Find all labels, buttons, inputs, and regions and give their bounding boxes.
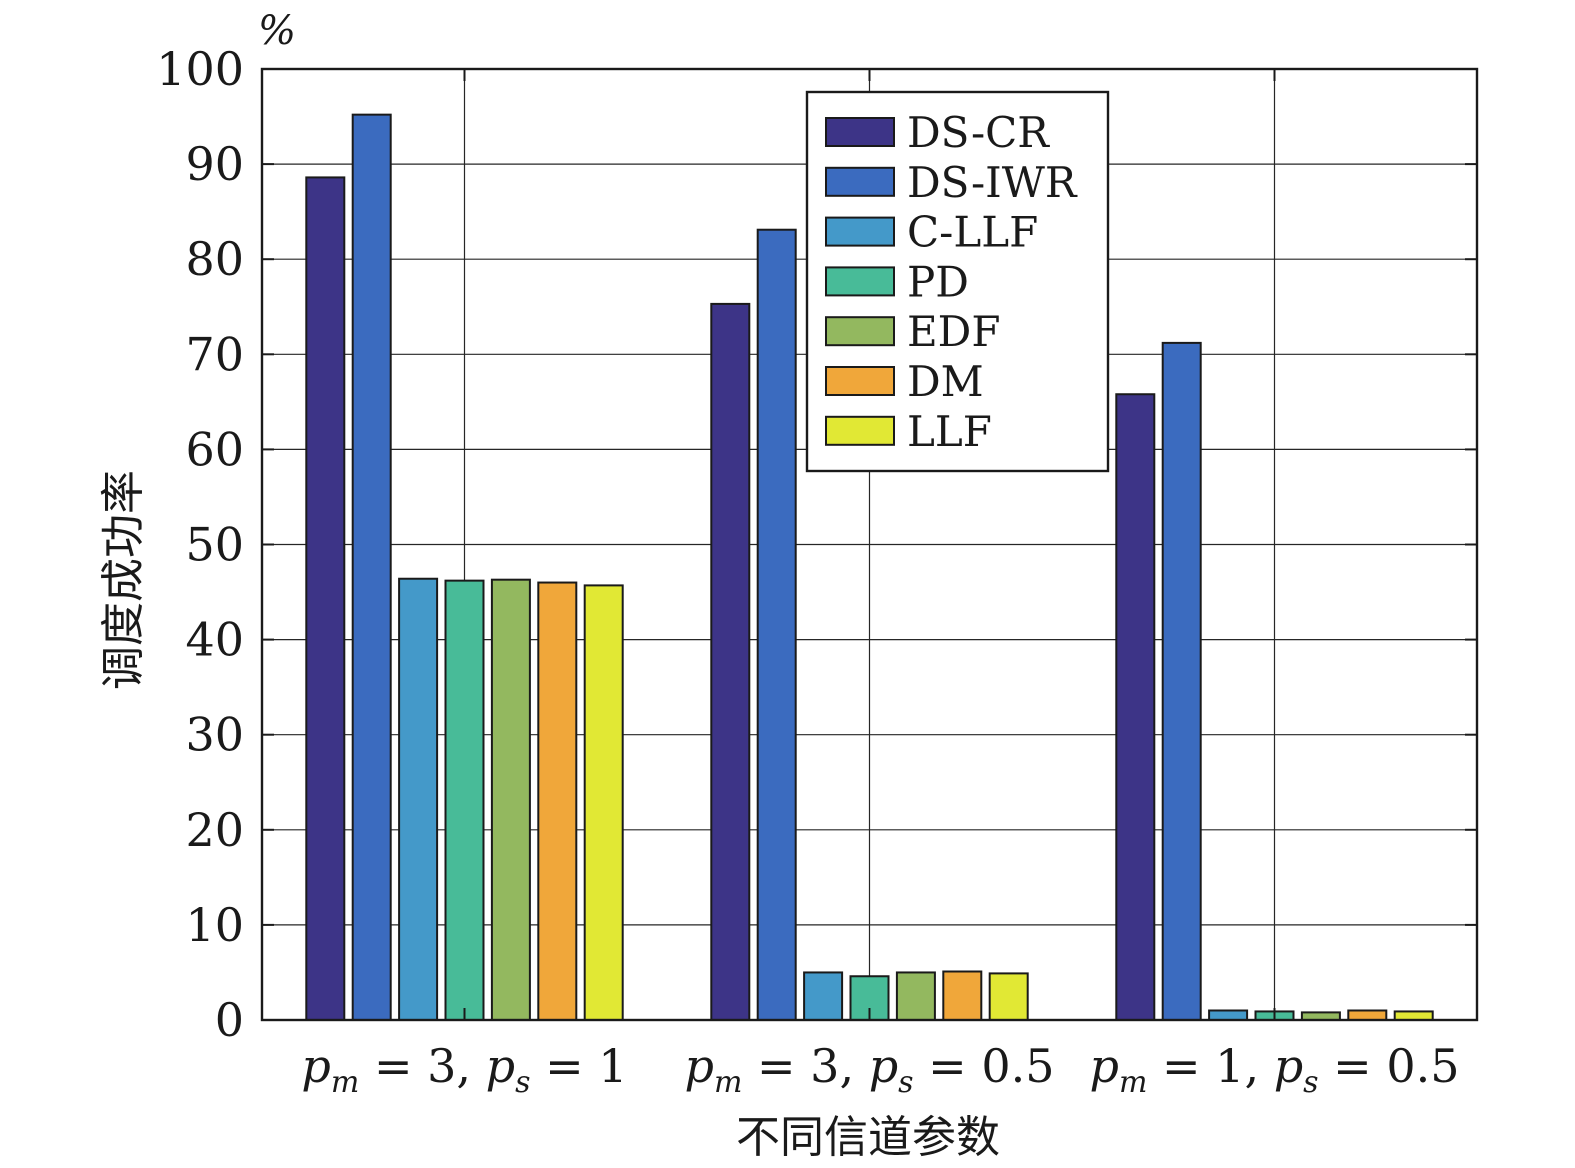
bar-dm (942, 970, 983, 1022)
bar-ds-iwr (351, 113, 392, 1021)
x-tick-label: pm = 3, ps = 0.5 (684, 1039, 1054, 1100)
y-tick-label: 100 (156, 42, 244, 96)
legend-swatch (825, 415, 895, 446)
bar-ds-cr (1115, 393, 1156, 1021)
legend-label: DM (907, 357, 984, 406)
bar-c-llf (1208, 1009, 1249, 1021)
y-tick-label: 70 (185, 327, 244, 381)
legend-label: PD (907, 257, 969, 306)
y-tick-label: 90 (185, 137, 244, 191)
legend-label: DS-CR (907, 108, 1050, 157)
legend-swatch (825, 166, 895, 197)
bar-llf (1393, 1010, 1434, 1021)
x-tick-label: pm = 1, ps = 0.5 (1089, 1039, 1459, 1100)
legend-label: EDF (907, 307, 1000, 356)
legend-swatch (825, 316, 895, 347)
bar-dm (537, 581, 578, 1021)
tick-labels: 0 10 20 30 40 50 60 70 80 90 100 pm = 3, ps = 1 pm =… (156, 42, 1459, 1100)
y-tick-label: 30 (185, 708, 244, 762)
bar-llf (988, 972, 1029, 1021)
y-tick-label: 50 (185, 518, 244, 572)
y-tick-label: 0 (215, 993, 244, 1047)
bar-c-llf (398, 577, 439, 1022)
bar-pd (444, 579, 485, 1021)
bar-ds-iwr (1161, 341, 1202, 1021)
y-tick-label: 40 (185, 613, 244, 667)
legend-label: C-LLF (907, 208, 1038, 257)
bar-llf (583, 584, 624, 1021)
bar-edf (490, 578, 531, 1021)
x-tick-label: pm = 3, ps = 1 (301, 1039, 627, 1100)
bars (305, 113, 1434, 1022)
axes (260, 67, 1479, 1022)
y-tick-label: 60 (185, 422, 244, 476)
legend-swatch (825, 117, 895, 147)
y-tick-label: 10 (185, 898, 244, 952)
y-axis-title: 调度成功率 (98, 470, 149, 690)
bar-dm (1347, 1009, 1388, 1021)
bar-ds-iwr (756, 228, 797, 1021)
y-axis-unit: % (258, 8, 296, 54)
legend-swatch (825, 366, 895, 396)
legend-label: LLF (907, 407, 992, 456)
y-tick-label: 20 (185, 803, 244, 857)
legend-swatch (825, 266, 895, 297)
bar-c-llf (803, 971, 844, 1022)
y-tick-label: 80 (185, 232, 244, 286)
legend-swatch (825, 216, 895, 247)
x-axis-title: 不同信道参数 (736, 1112, 1000, 1163)
bar-ds-cr (305, 176, 346, 1021)
bar-edf (895, 971, 936, 1022)
legend-label: DS-IWR (907, 158, 1078, 207)
bar-ds-cr (710, 302, 751, 1022)
